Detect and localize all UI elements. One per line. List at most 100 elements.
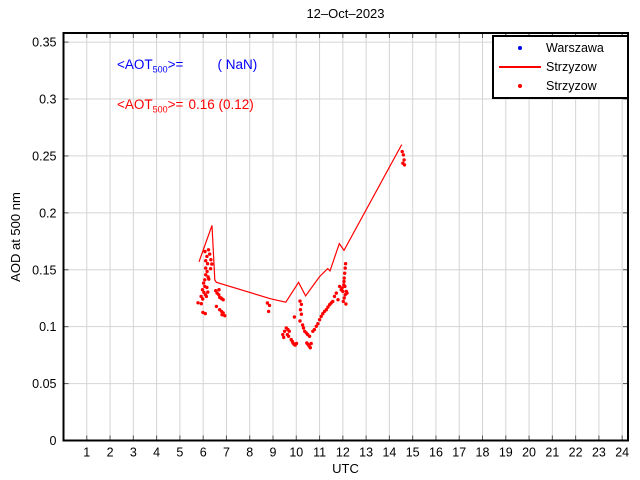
x-tick-label: 10 (289, 446, 303, 460)
strzyzow-data-point (205, 269, 209, 274)
legend-label: Strzyzow (546, 79, 597, 94)
x-tick-label: 7 (223, 446, 230, 460)
plot-area (63, 33, 628, 441)
strzyzow-data-point (205, 285, 209, 290)
strzyzow-data-point (340, 286, 344, 290)
x-tick-label: 3 (130, 446, 137, 460)
x-tick-label: 4 (153, 446, 160, 460)
x-tick-label: 6 (200, 446, 207, 460)
strzyzow-data-point (341, 299, 345, 304)
strzyzow-data-point (342, 296, 346, 300)
strzyzow-data-point (334, 291, 338, 295)
strzyzow-data-point (282, 329, 287, 333)
strzyzow-mean-annotation: <AOT500>= 0.16 (0.12) (117, 97, 254, 115)
strzyzow-data-point (203, 249, 207, 254)
legend-entry-warszawa: Warszawa (494, 39, 627, 57)
x-tick-label: 8 (246, 446, 253, 460)
x-tick-label: 16 (429, 446, 443, 460)
strzyzow-data-point (343, 284, 347, 289)
strzyzow-data-point (312, 327, 317, 332)
strzyzow-data-point (317, 318, 322, 322)
strzyzow-data-point (343, 293, 347, 297)
strzyzow-data-point (301, 326, 306, 330)
strzyzow-line-series (198, 144, 403, 303)
strzyzow-data-point (343, 266, 347, 270)
strzyzow-data-point (286, 334, 291, 338)
strzyzow-data-point (307, 334, 312, 338)
legend-box: Warszawa Strzyzow Strzyzow (492, 35, 629, 99)
strzyzow-data-point (209, 258, 213, 262)
x-tick-label: 18 (476, 446, 490, 460)
legend-label: Warszawa (546, 40, 604, 55)
strzyzow-data-point (331, 299, 335, 304)
strzyzow-data-point (402, 163, 407, 167)
x-tick-label: 13 (359, 446, 373, 460)
strzyzow-data-point (214, 304, 219, 309)
x-tick-label: 22 (569, 446, 583, 460)
x-tick-label: 1 (83, 446, 90, 460)
strzyzow-data-point (206, 248, 211, 252)
y-tick-label: 0.05 (32, 377, 56, 391)
strzyzow-data-point (402, 158, 406, 162)
strzyzow-data-point (205, 262, 210, 266)
strzyzow-data-point (308, 346, 312, 350)
strzyzow-data-point (337, 284, 342, 289)
strzyzow-data-point (196, 301, 200, 305)
strzyzow-dot-marker-icon (518, 84, 522, 89)
strzyzow-data-point (199, 302, 203, 306)
x-tick-label: 17 (452, 446, 466, 460)
x-tick-label: 12 (336, 446, 350, 460)
y-tick-label: 0.1 (39, 320, 56, 334)
strzyzow-data-point (282, 335, 286, 340)
strzyzow-data-point (207, 277, 211, 281)
strzyzow-data-point (326, 305, 330, 309)
y-tick-label: 0 (50, 434, 57, 448)
strzyzow-data-point (199, 294, 203, 299)
strzyzow-data-point (292, 315, 297, 319)
strzyzow-data-point (200, 288, 205, 292)
strzyzow-data-point (343, 262, 348, 266)
legend-entry-strzyzow-line: Strzyzow (494, 58, 627, 76)
strzyzow-data-point (298, 308, 303, 312)
strzyzow-data-point (300, 323, 305, 327)
strzyzow-data-point (287, 329, 291, 333)
legend-entry-strzyzow-dots: Strzyzow (494, 77, 627, 95)
x-tick-label: 9 (270, 446, 277, 460)
strzyzow-data-point (217, 293, 221, 297)
strzyzow-data-point (203, 278, 207, 282)
strzyzow-data-point (208, 267, 213, 271)
y-tick-label: 0.15 (32, 263, 56, 277)
x-tick-label: 23 (592, 446, 606, 460)
strzyzow-data-point (342, 279, 346, 284)
x-tick-label: 2 (107, 446, 114, 460)
strzyzow-data-point (210, 262, 214, 266)
strzyzow-data-point (201, 281, 206, 285)
y-tick-label: 0.35 (32, 36, 56, 50)
warszawa-mean-annotation: <AOT500>=( NaN) (117, 57, 258, 75)
strzyzow-data-point (324, 308, 328, 312)
axes-border (62, 32, 629, 442)
strzyzow-data-point (202, 290, 206, 295)
strzyzow-data-point (281, 332, 285, 337)
strzyzow-data-point (336, 298, 340, 302)
strzyzow-data-point (294, 341, 299, 346)
strzyzow-data-point (309, 341, 313, 346)
strzyzow-data-point (401, 153, 406, 157)
strzyzow-data-point (221, 298, 225, 302)
strzyzow-data-point (223, 314, 227, 318)
strzyzow-data-point (343, 271, 347, 275)
strzyzow-line-marker-icon (499, 65, 541, 68)
y-tick-label: 0.2 (39, 206, 56, 220)
chart-title: 12–Oct–2023 (306, 6, 385, 21)
strzyzow-data-point (299, 312, 304, 316)
strzyzow-data-point (204, 259, 208, 263)
x-tick-label: 11 (313, 446, 326, 460)
x-tick-label: 24 (615, 446, 629, 460)
x-tick-label: 20 (522, 446, 536, 460)
y-tick-label: 0.3 (39, 93, 56, 107)
x-tick-label: 21 (545, 446, 559, 460)
strzyzow-data-point (201, 297, 205, 301)
y-axis-label: AOD at 500 nm (8, 192, 23, 282)
